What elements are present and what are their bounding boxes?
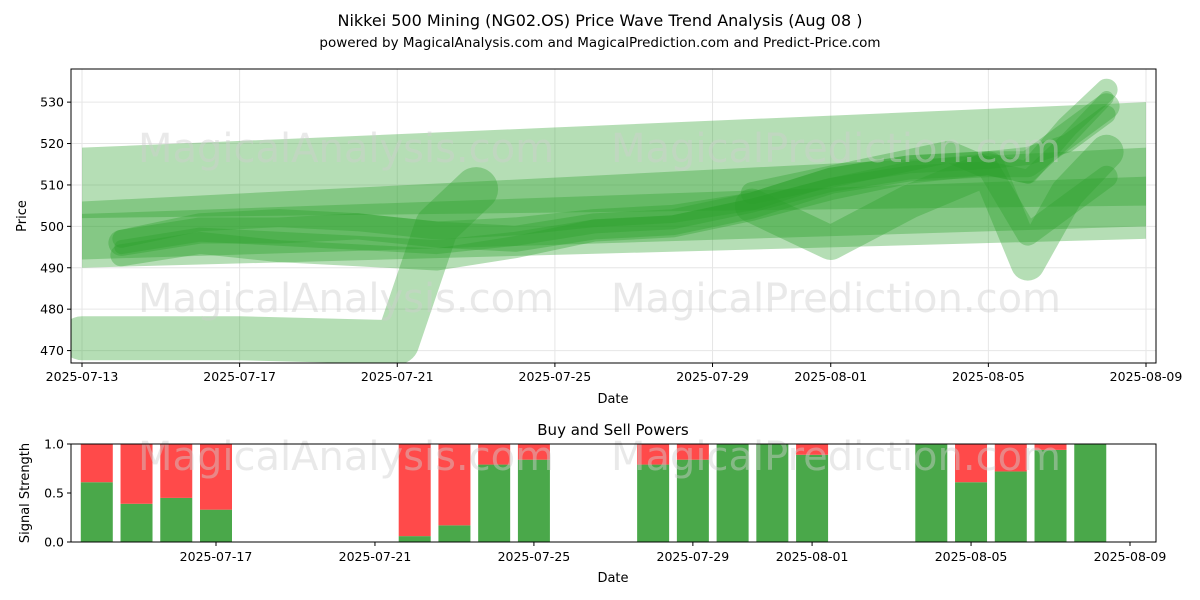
buy-bar	[1034, 449, 1067, 542]
price-x-tick-label: 2025-08-09	[1110, 369, 1183, 384]
price-x-tick-label: 2025-07-25	[519, 369, 592, 384]
signal-y-axis-label: Signal Strength	[18, 443, 33, 543]
price-grid	[71, 69, 1156, 363]
buy-bar	[756, 444, 789, 542]
price-x-tick-label: 2025-07-17	[203, 369, 276, 384]
price-waves	[71, 78, 1146, 363]
wave-series-4	[114, 91, 1114, 255]
price-y-axis-label: Price	[15, 200, 30, 232]
signal-x-tick-label: 2025-08-01	[776, 549, 849, 564]
buy-bar	[160, 497, 193, 542]
signal-chart-title: Buy and Sell Powers	[537, 421, 689, 439]
price-y-ticks: 470 480 490 500 510 520 530	[40, 95, 71, 358]
sell-bar	[80, 444, 113, 483]
buy-sell-plot: Buy and Sell Powers MagicalAnalysis.com …	[18, 421, 1166, 586]
price-y-tick-label: 520	[40, 136, 64, 151]
sell-bar	[994, 444, 1027, 472]
price-x-tick-label: 2025-07-13	[46, 369, 119, 384]
price-y-tick-label: 480	[40, 302, 64, 317]
signal-x-tick-label: 2025-08-05	[935, 549, 1008, 564]
buy-bar	[716, 444, 749, 542]
wave-series-3	[112, 105, 1116, 248]
signal-x-tick-label: 2025-07-17	[180, 549, 253, 564]
signal-x-tick-label: 2025-07-21	[339, 549, 412, 564]
signal-x-tick-label: 2025-08-09	[1094, 549, 1167, 564]
signal-x-axis-label: Date	[597, 571, 628, 586]
sell-bar	[955, 444, 988, 483]
price-plot-frame	[70, 68, 1157, 364]
signal-x-tick-label: 2025-07-25	[498, 549, 571, 564]
signal-y-tick-label: 0.0	[44, 535, 64, 550]
sell-bar	[200, 444, 232, 510]
price-x-axis-label: Date	[597, 392, 628, 407]
sell-bar	[517, 444, 550, 460]
sell-bar	[398, 444, 431, 537]
buy-bar	[1074, 444, 1107, 542]
chart-subtitle: powered by MagicalAnalysis.com and Magic…	[319, 35, 880, 51]
trend-band-2	[82, 176, 1146, 260]
price-x-ticks: 2025-07-13 2025-07-17 2025-07-21 2025-07-25…	[46, 363, 1183, 384]
price-y-tick-label: 500	[40, 219, 64, 234]
buy-bar	[80, 482, 113, 542]
buy-bar	[438, 525, 471, 542]
buy-bar	[994, 471, 1027, 542]
watermark-prediction-top: MagicalPrediction.com	[611, 126, 1061, 172]
watermark-analysis-bottom: MagicalAnalysis.com	[138, 434, 554, 480]
wave-series-1	[108, 93, 1120, 256]
sell-bar	[120, 444, 153, 504]
signal-x-ticks: 2025-07-17 2025-07-21 2025-07-25 2025-07-29…	[180, 542, 1167, 564]
watermark-prediction-bottom: MagicalPrediction.com	[611, 434, 1061, 480]
sell-bar	[676, 444, 709, 460]
buy-bar	[796, 454, 829, 542]
sell-bar	[478, 444, 511, 465]
buy-bar	[637, 464, 670, 542]
price-y-tick-label: 510	[40, 177, 64, 192]
signal-bars	[80, 444, 1107, 542]
price-y-tick-label: 490	[40, 260, 64, 275]
signal-y-ticks: 0.0 0.5 1.0	[44, 437, 71, 550]
buy-bar	[955, 482, 988, 542]
signal-y-tick-label: 0.5	[44, 486, 64, 501]
buy-bar	[398, 536, 431, 542]
buy-bar	[915, 444, 948, 542]
buy-bar	[200, 509, 232, 542]
sell-bar	[438, 444, 471, 526]
chart-title: Nikkei 500 Mining (NG02.OS) Price Wave T…	[338, 11, 863, 30]
buy-bar	[120, 503, 153, 542]
buy-bar	[676, 459, 709, 542]
sell-bar	[1034, 444, 1067, 450]
price-x-tick-label: 2025-07-29	[676, 369, 749, 384]
price-x-tick-label: 2025-08-01	[794, 369, 867, 384]
wave-series-6	[734, 134, 1124, 281]
sell-bar	[160, 444, 193, 498]
price-y-tick-label: 530	[40, 95, 64, 110]
watermark-analysis-mid: MagicalAnalysis.com	[138, 276, 554, 322]
price-wave-plot: MagicalAnalysis.com MagicalPrediction.co…	[15, 68, 1183, 407]
wave-series-5	[740, 140, 1118, 246]
buy-bar	[517, 459, 550, 542]
signal-x-tick-label: 2025-07-29	[657, 549, 730, 564]
price-x-tick-label: 2025-07-21	[361, 369, 434, 384]
watermark-analysis-top: MagicalAnalysis.com	[138, 126, 554, 172]
sell-bar	[796, 444, 829, 455]
price-plot-background	[71, 69, 1156, 363]
signal-y-tick-label: 1.0	[44, 437, 64, 452]
price-x-tick-label: 2025-08-05	[952, 369, 1025, 384]
price-y-tick-label: 470	[40, 343, 64, 358]
trend-band-0	[82, 102, 1146, 268]
watermark-prediction-mid: MagicalPrediction.com	[611, 276, 1061, 322]
trend-band-1	[82, 147, 1146, 219]
sell-bar	[637, 444, 670, 465]
wave-series-0	[71, 167, 499, 363]
wave-series-2	[110, 78, 1118, 271]
buy-bar	[478, 464, 511, 542]
